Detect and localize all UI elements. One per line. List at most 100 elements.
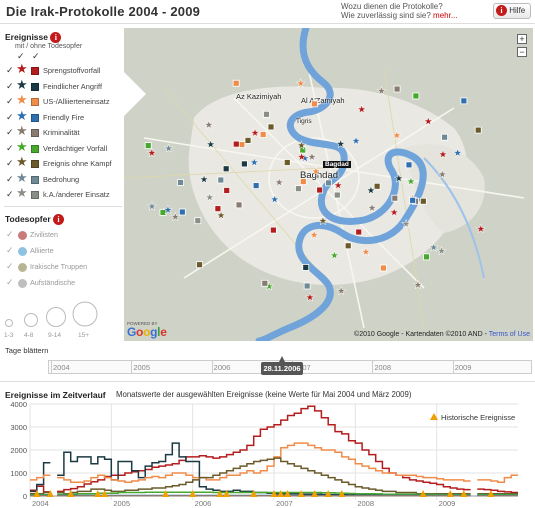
square-marker-icon[interactable]	[261, 279, 269, 287]
checkbox-with-casualties[interactable]: ✓	[6, 158, 14, 168]
checkbox-with-casualties[interactable]: ✓	[6, 96, 14, 106]
square-marker-icon[interactable]	[405, 161, 413, 169]
square-marker-icon[interactable]	[316, 186, 324, 194]
star-marker-icon[interactable]: ★	[366, 185, 376, 197]
square-marker-icon[interactable]	[373, 182, 381, 190]
square-marker-icon[interactable]	[232, 79, 240, 87]
historic-event-marker[interactable]	[419, 490, 427, 497]
star-marker-icon[interactable]: ★	[164, 143, 174, 155]
star-marker-icon[interactable]: ★	[305, 292, 315, 304]
square-marker-icon[interactable]	[474, 126, 482, 134]
square-marker-icon[interactable]	[240, 160, 248, 168]
square-marker-icon[interactable]	[235, 201, 243, 209]
star-marker-icon[interactable]: ★	[476, 223, 486, 235]
star-marker-icon[interactable]: ★	[264, 281, 274, 293]
historic-event-marker[interactable]	[162, 490, 170, 497]
star-marker-icon[interactable]: ★	[336, 285, 346, 298]
casualty-checkbox[interactable]: ✓	[6, 261, 14, 271]
square-marker-icon[interactable]	[178, 208, 186, 216]
star-marker-icon[interactable]: ★	[438, 149, 448, 161]
square-marker-icon[interactable]	[412, 92, 420, 100]
star-marker-icon[interactable]: ★	[297, 152, 307, 164]
checkbox-with-casualties[interactable]: ✓	[6, 111, 14, 122]
historic-event-marker[interactable]	[277, 490, 285, 497]
square-marker-icon[interactable]	[393, 85, 401, 93]
star-marker-icon[interactable]: ★	[318, 215, 328, 227]
square-marker-icon[interactable]	[222, 165, 230, 173]
series-line[interactable]	[30, 457, 518, 495]
historic-event-marker[interactable]	[487, 490, 495, 497]
star-marker-icon[interactable]: ★	[361, 246, 371, 259]
square-marker-icon[interactable]	[217, 176, 225, 184]
star-marker-icon[interactable]: ★	[376, 85, 387, 98]
historic-event-marker[interactable]	[189, 490, 197, 497]
event-filter-row[interactable]: ✓ ★ Kriminalität	[4, 124, 122, 140]
more-link[interactable]: mehr...	[433, 11, 458, 20]
casualty-checkbox[interactable]: ✓	[6, 245, 14, 255]
historic-event-marker[interactable]	[67, 490, 75, 497]
star-marker-icon[interactable]: ★	[204, 119, 214, 132]
square-marker-icon[interactable]	[244, 137, 252, 144]
event-filter-row[interactable]: ✓ ★ Bedrohung	[4, 170, 122, 187]
square-marker-icon[interactable]	[419, 197, 427, 205]
square-marker-icon[interactable]	[409, 196, 417, 204]
square-marker-icon[interactable]	[423, 253, 430, 261]
checkbox-with-casualties[interactable]: ✓	[6, 65, 14, 75]
star-marker-icon[interactable]: ★	[296, 78, 306, 90]
casualty-checkbox[interactable]: ✓	[6, 229, 14, 239]
help-button[interactable]: i Hilfe	[493, 3, 531, 19]
casualty-checkbox[interactable]: ✓	[6, 277, 14, 287]
checkbox-with-casualties[interactable]: ✓	[6, 189, 14, 199]
square-marker-icon[interactable]	[159, 209, 167, 216]
star-marker-icon[interactable]: ★	[423, 116, 433, 128]
square-marker-icon[interactable]	[325, 179, 332, 187]
event-filter-row[interactable]: ✓ ★ Friendly Fire	[4, 108, 122, 125]
square-marker-icon[interactable]	[232, 140, 240, 148]
casualty-filter-row[interactable]: ✓ Aufständische	[4, 276, 122, 290]
square-marker-icon[interactable]	[391, 194, 399, 202]
square-marker-icon[interactable]	[177, 179, 184, 186]
map-view[interactable]: Az Kazimiyah Al A'Zamiyah Tigris Bagdad …	[124, 28, 533, 341]
timeline-current-date[interactable]: 28.11.2006	[261, 362, 303, 375]
square-marker-icon[interactable]	[302, 264, 310, 271]
square-marker-icon[interactable]	[355, 228, 363, 236]
checkbox-with-casualties[interactable]: ✓	[6, 80, 14, 91]
square-marker-icon[interactable]	[283, 159, 291, 166]
historic-event-marker[interactable]	[270, 490, 278, 497]
historic-event-marker[interactable]	[446, 490, 454, 497]
star-marker-icon[interactable]: ★	[336, 138, 346, 150]
series-line[interactable]	[30, 442, 518, 483]
star-marker-icon[interactable]: ★	[163, 204, 173, 217]
historic-event-marker[interactable]	[338, 490, 346, 497]
casualty-filter-row[interactable]: ✓ Zivilisten	[4, 228, 122, 242]
star-marker-icon[interactable]: ★	[206, 139, 216, 151]
square-marker-icon[interactable]	[144, 142, 152, 150]
square-marker-icon[interactable]	[259, 131, 267, 138]
square-marker-icon[interactable]	[263, 110, 270, 118]
square-marker-icon[interactable]	[196, 261, 203, 269]
star-marker-icon[interactable]: ★	[270, 194, 280, 206]
star-marker-icon[interactable]: ★	[351, 135, 361, 148]
star-marker-icon[interactable]: ★	[296, 140, 307, 152]
square-marker-icon[interactable]	[299, 178, 307, 186]
square-marker-icon[interactable]	[238, 141, 246, 148]
casualty-filter-row[interactable]: ✓ Alliierte	[4, 244, 122, 258]
star-marker-icon[interactable]: ★	[429, 242, 439, 254]
star-marker-icon[interactable]: ★	[436, 246, 447, 258]
historic-event-marker[interactable]	[297, 490, 305, 497]
star-marker-icon[interactable]: ★	[300, 153, 310, 165]
star-marker-icon[interactable]: ★	[199, 174, 209, 186]
zoom-in-button[interactable]: +	[517, 34, 527, 44]
event-filter-row[interactable]: ✓ ★ US-/Alliierteneinsatz	[4, 93, 122, 109]
square-marker-icon[interactable]	[299, 146, 307, 154]
historic-event-marker[interactable]	[223, 490, 231, 497]
timeline-handle-pointer[interactable]	[279, 356, 285, 362]
star-marker-icon[interactable]: ★	[250, 127, 260, 139]
square-marker-icon[interactable]	[269, 226, 277, 234]
historic-event-marker[interactable]	[33, 490, 41, 497]
star-marker-icon[interactable]: ★	[249, 157, 259, 169]
star-marker-icon[interactable]: ★	[406, 176, 416, 188]
square-marker-icon[interactable]	[252, 182, 260, 190]
star-marker-icon[interactable]: ★	[333, 180, 343, 192]
square-marker-icon[interactable]	[380, 264, 387, 272]
